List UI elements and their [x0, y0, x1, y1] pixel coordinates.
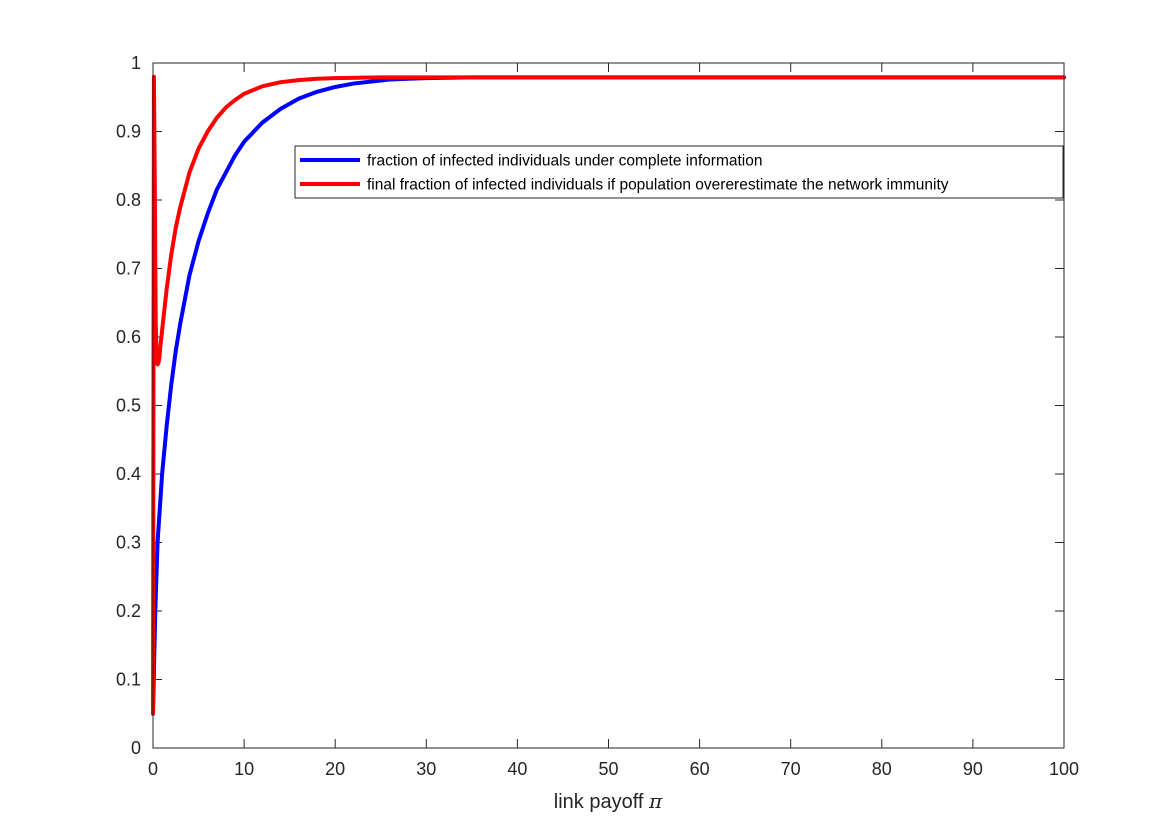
legend: fraction of infected individuals under c… [294, 145, 1064, 199]
x-tick-label: 70 [781, 759, 801, 779]
x-tick-label: 60 [690, 759, 710, 779]
tick-labels: 0 10 20 30 40 50 60 70 80 90 100 0 0.1 0.2 0.3 0.4 0.5 0.… [116, 53, 1079, 779]
x-tick-label: 20 [325, 759, 345, 779]
x-axis-label: link payoff π [554, 789, 663, 813]
y-tick-label: 0.5 [116, 396, 141, 416]
x-tick-label: 30 [416, 759, 436, 779]
y-tick-label: 0.8 [116, 190, 141, 210]
y-tick-label: 0.4 [116, 464, 141, 484]
x-tick-label: 10 [234, 759, 254, 779]
series-line-2 [151, 74, 1066, 716]
x-tick-label: 0 [148, 759, 158, 779]
x-axis-label-text: link payoff [554, 791, 644, 813]
y-tick-label: 0.7 [116, 259, 141, 279]
y-tick-label: 0.3 [116, 533, 141, 553]
series-group [151, 74, 1066, 716]
x-tick-label: 100 [1049, 759, 1079, 779]
y-tick-label: 1 [131, 53, 141, 73]
y-tick-label: 0 [131, 738, 141, 758]
y-tick-label: 0.1 [116, 670, 141, 690]
x-tick-label: 90 [963, 759, 983, 779]
x-axis-label-symbol: π [648, 789, 663, 813]
legend-label-2: final fraction of infected individuals i… [367, 177, 949, 194]
y-tick-label: 0.9 [116, 122, 141, 142]
x-tick-label: 50 [598, 759, 618, 779]
x-tick-label: 80 [872, 759, 892, 779]
y-tick-label: 0.6 [116, 327, 141, 347]
legend-label-1: fraction of infected individuals under c… [367, 153, 762, 170]
plot-border [152, 62, 1065, 749]
x-tick-label: 40 [507, 759, 527, 779]
legend-box [294, 145, 1064, 199]
y-tick-label: 0.2 [116, 601, 141, 621]
